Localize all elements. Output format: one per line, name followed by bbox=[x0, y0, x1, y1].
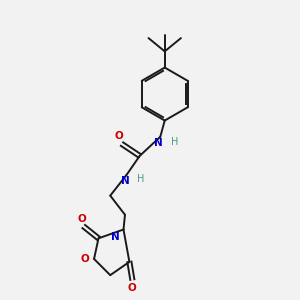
Text: O: O bbox=[78, 214, 87, 224]
Text: O: O bbox=[80, 254, 89, 264]
Text: H: H bbox=[137, 174, 144, 184]
Text: O: O bbox=[115, 131, 124, 141]
Text: N: N bbox=[121, 176, 129, 187]
Text: N: N bbox=[154, 138, 163, 148]
Text: H: H bbox=[171, 137, 178, 147]
Text: O: O bbox=[128, 283, 137, 293]
Text: N: N bbox=[111, 232, 120, 242]
